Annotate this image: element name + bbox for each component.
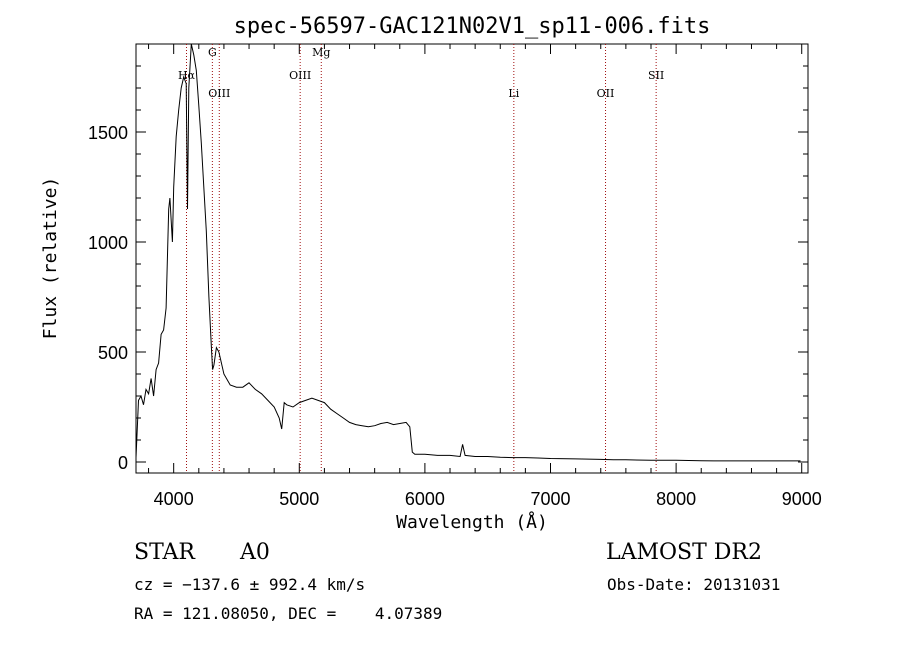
chart-title: spec-56597-GAC121N02V1_sp11-006.fits <box>234 14 711 39</box>
x-tick-label: 5000 <box>279 489 319 509</box>
y-tick-label: 1000 <box>88 233 128 253</box>
x-axis: 4000 5000 6000 7000 8000 9000 <box>148 44 822 509</box>
obs-date: Obs-Date: 20131031 <box>607 575 781 594</box>
y-tick-label: 1500 <box>88 123 128 143</box>
y-axis-label: Flux (relative) <box>40 177 61 340</box>
y-tick-label: 0 <box>118 453 128 473</box>
x-tick-label: 6000 <box>405 489 445 509</box>
spectral-line-label: G <box>208 46 217 59</box>
x-tick-label: 4000 <box>154 489 194 509</box>
plot-frame <box>135 43 809 474</box>
spectral-line-label: OIII <box>289 69 311 82</box>
y-axis: 0 500 1000 1500 <box>88 65 808 473</box>
object-type: STAR <box>134 540 195 565</box>
spectral-line-label: OIII <box>208 87 230 100</box>
x-tick-label: 8000 <box>656 489 696 509</box>
survey-name: LAMOST DR2 <box>606 540 762 565</box>
x-tick-label: 9000 <box>782 489 822 509</box>
spectrum-line <box>135 43 801 462</box>
coordinates: RA = 121.08050, DEC = 4.07389 <box>134 604 443 623</box>
y-tick-label: 500 <box>98 343 128 363</box>
x-axis-label: Wavelength (Å) <box>396 511 548 533</box>
x-tick-label: 7000 <box>530 489 570 509</box>
spectral-line-label: Li <box>508 87 519 100</box>
subclass: A0 <box>240 540 270 565</box>
redshift-cz: cz = −137.6 ± 992.4 km/s <box>134 575 366 594</box>
spectral-line-label: Mg <box>312 46 330 59</box>
spectral-line-label: Hα <box>178 69 196 82</box>
spectral-line-label: SII <box>648 69 664 82</box>
spectral-line-label: OII <box>597 87 615 100</box>
